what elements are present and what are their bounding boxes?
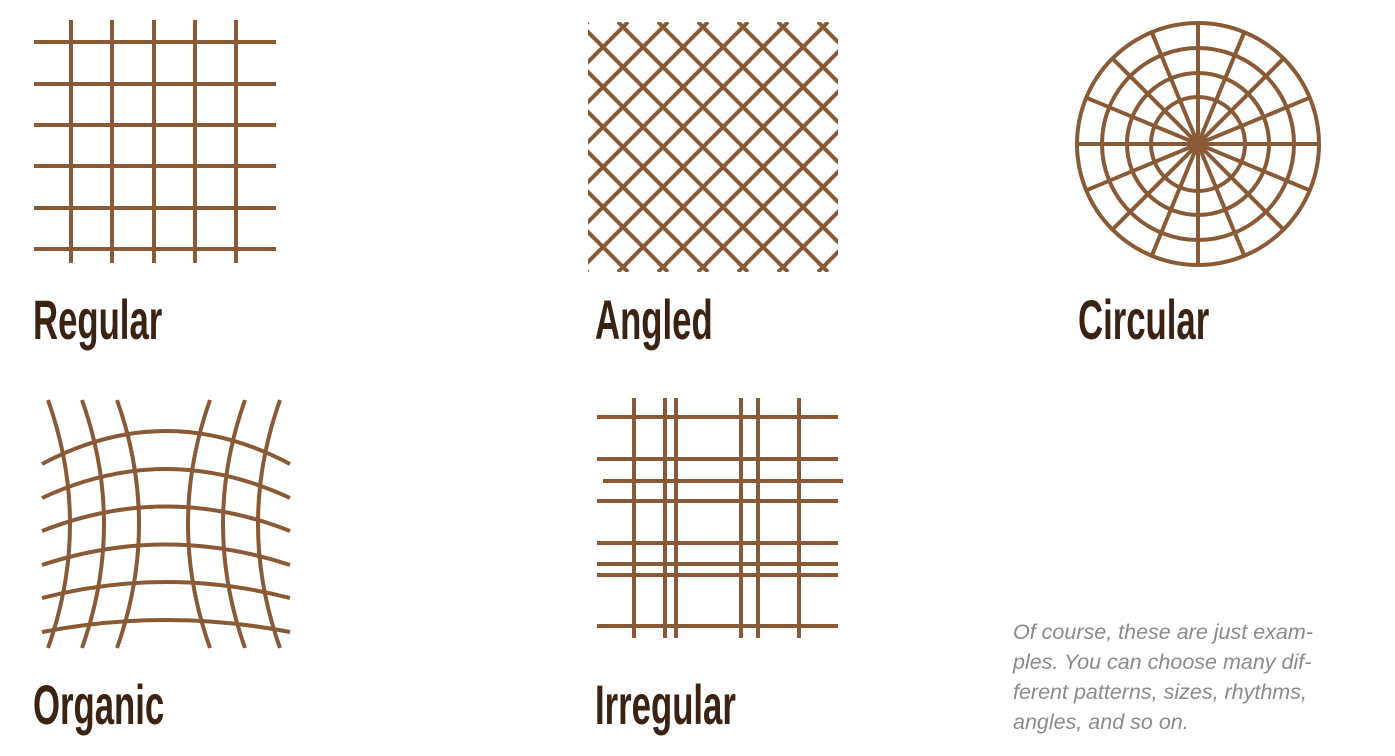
label-circular: Circular <box>1078 288 1210 351</box>
curved-grid-icon <box>41 399 291 649</box>
organic-pattern <box>40 398 292 650</box>
radial-grid-icon <box>1075 21 1321 267</box>
regular-pattern <box>30 18 280 268</box>
note-paragraph: Of course, these are just exam- ples. Yo… <box>1013 620 1313 734</box>
square-grid-icon <box>34 20 276 263</box>
diagonal-grid-icon <box>588 22 838 272</box>
angled-pattern <box>588 22 838 272</box>
label-angled: Angled <box>595 288 713 351</box>
label-irregular: Irregular <box>595 673 736 736</box>
irregular-pattern <box>595 396 845 641</box>
label-organic: Organic <box>33 673 165 736</box>
circular-pattern <box>1074 19 1324 269</box>
uneven-grid-icon <box>597 398 843 638</box>
label-regular: Regular <box>33 288 163 351</box>
